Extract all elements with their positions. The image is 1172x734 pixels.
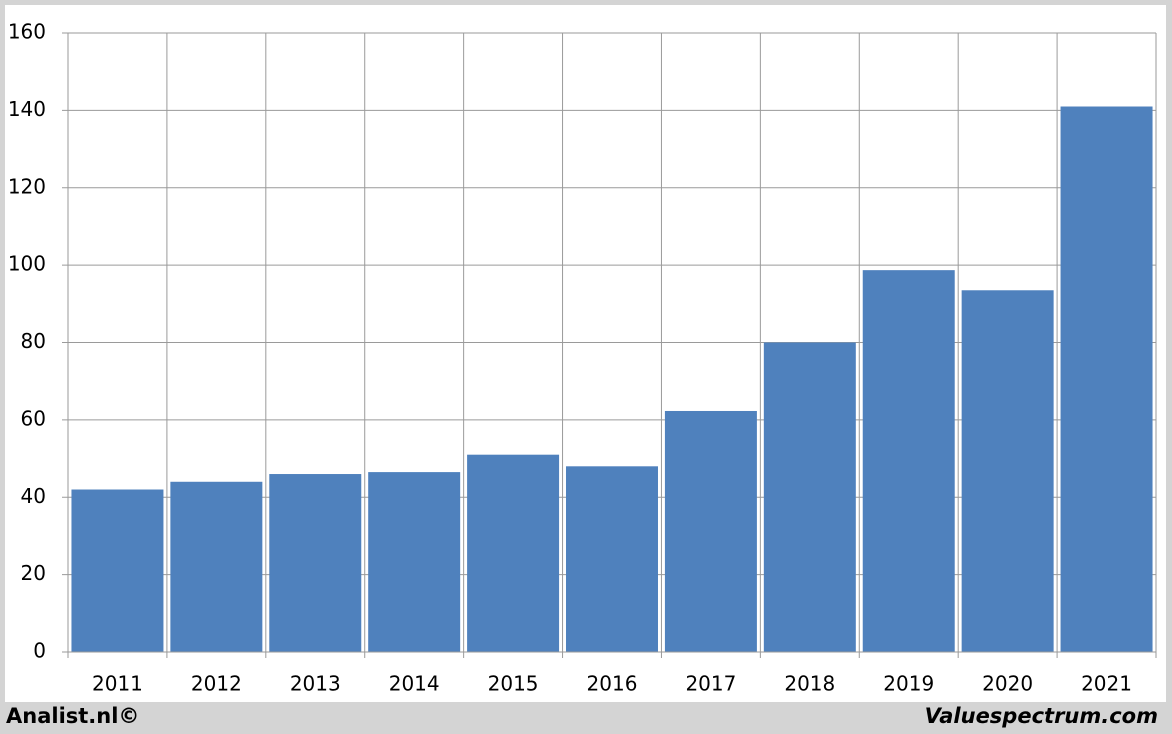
x-tick-label: 2012 <box>191 672 242 696</box>
x-tick-label: 2020 <box>982 672 1033 696</box>
bar <box>368 472 461 652</box>
bar <box>1060 106 1153 653</box>
bar <box>664 410 757 652</box>
y-tick-label: 100 <box>8 252 46 276</box>
y-tick-label: 120 <box>8 174 46 198</box>
bar <box>862 270 955 652</box>
x-tick-label: 2014 <box>389 672 440 696</box>
bar <box>961 290 1054 652</box>
bar <box>763 342 856 652</box>
x-tick-label: 2019 <box>883 672 934 696</box>
y-tick-label: 160 <box>8 20 46 44</box>
x-tick-label: 2018 <box>784 672 835 696</box>
y-tick-label: 60 <box>21 406 46 430</box>
y-tick-label: 40 <box>21 484 46 508</box>
y-tick-label: 20 <box>21 561 46 585</box>
source-left: Analist.nl© <box>6 704 139 728</box>
bar <box>269 474 362 652</box>
y-tick-label: 80 <box>21 329 46 353</box>
x-tick-label: 2017 <box>685 672 736 696</box>
x-tick-label: 2016 <box>587 672 638 696</box>
bar <box>170 481 263 652</box>
x-tick-label: 2021 <box>1081 672 1132 696</box>
bar <box>566 466 658 652</box>
x-tick-label: 2013 <box>290 672 341 696</box>
bar <box>71 489 164 652</box>
y-tick-label: 140 <box>8 97 46 121</box>
x-tick-label: 2015 <box>488 672 539 696</box>
y-tick-label: 0 <box>33 639 46 663</box>
bar <box>467 454 560 652</box>
source-right: Valuespectrum.com <box>925 704 1158 728</box>
x-tick-label: 2011 <box>92 672 143 696</box>
